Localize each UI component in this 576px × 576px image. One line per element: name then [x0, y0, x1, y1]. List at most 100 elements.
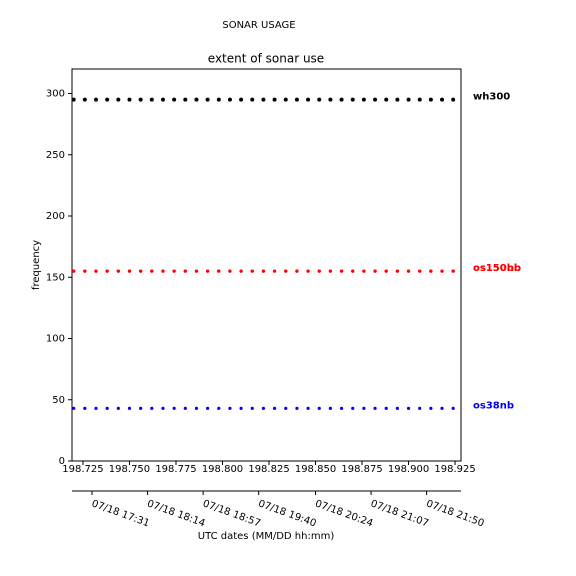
point: [294, 97, 299, 102]
point: [127, 406, 132, 410]
point: [194, 97, 199, 102]
point: [406, 406, 411, 410]
point: [105, 97, 110, 102]
point: [317, 97, 322, 102]
x-tick-label: 198.875: [341, 464, 382, 475]
point: [116, 406, 120, 410]
point: [183, 97, 188, 102]
point: [250, 406, 254, 410]
point: [206, 406, 210, 410]
point: [94, 406, 98, 410]
x-tick-label: 198.825: [248, 464, 289, 475]
point: [149, 97, 154, 102]
point: [417, 97, 422, 102]
point: [217, 406, 221, 410]
point: [295, 269, 299, 273]
point: [428, 97, 433, 102]
point: [72, 406, 76, 410]
point: [194, 406, 199, 410]
x2-tick-label: 07/18 17:31: [90, 498, 151, 529]
point: [351, 269, 355, 273]
x-tick-label: 198.800: [202, 464, 243, 475]
point: [384, 97, 389, 102]
series-label: os150nb: [473, 263, 521, 274]
point: [395, 269, 399, 273]
point: [362, 406, 366, 410]
point: [373, 406, 377, 410]
point: [284, 269, 288, 273]
point: [306, 97, 311, 102]
x-tick-label: 198.925: [434, 464, 475, 475]
point: [71, 97, 76, 102]
point: [328, 97, 333, 102]
point: [183, 269, 187, 273]
y-tick-label: 250: [46, 150, 65, 161]
point: [317, 406, 321, 410]
x2-tick-label: 07/18 21:50: [425, 498, 486, 529]
point: [384, 406, 388, 410]
point: [384, 269, 388, 273]
x2-axis-label: UTC dates (MM/DD hh:mm): [198, 531, 335, 542]
point: [94, 269, 98, 273]
point: [82, 97, 87, 102]
point: [139, 269, 143, 273]
point: [227, 97, 232, 102]
point: [105, 269, 109, 273]
point: [150, 269, 154, 273]
point: [194, 269, 199, 273]
x2-tick-label: 07/18 18:57: [201, 498, 262, 529]
point: [306, 406, 310, 410]
point: [317, 269, 321, 273]
point: [351, 406, 355, 410]
point: [339, 269, 344, 273]
point: [93, 97, 98, 102]
point: [418, 269, 422, 273]
point: [261, 97, 266, 102]
point: [183, 406, 187, 410]
y-tick-label: 0: [59, 456, 65, 467]
y-tick-label: 50: [52, 395, 65, 406]
point: [116, 97, 121, 102]
point: [451, 269, 455, 273]
point: [440, 269, 444, 273]
point: [395, 97, 400, 102]
y-axis-label: frequency: [31, 240, 42, 290]
point: [105, 406, 109, 410]
point: [127, 97, 132, 102]
point: [418, 406, 422, 410]
point: [373, 97, 378, 102]
point: [250, 97, 255, 102]
point: [284, 406, 288, 410]
point: [339, 406, 344, 410]
x2-tick-label: 07/18 20:24: [313, 498, 374, 529]
point: [250, 269, 254, 273]
x-tick-label: 198.850: [295, 464, 336, 475]
point: [228, 269, 232, 273]
series-label: os38nb: [473, 400, 514, 411]
point: [373, 269, 377, 273]
point: [239, 97, 244, 102]
point: [72, 269, 76, 273]
y-tick-label: 200: [46, 211, 65, 222]
point: [205, 97, 210, 102]
point: [160, 97, 165, 102]
point: [328, 269, 333, 273]
point: [172, 97, 177, 102]
point: [429, 269, 433, 273]
point: [261, 269, 266, 273]
point: [172, 269, 176, 273]
point: [161, 406, 165, 410]
point: [116, 269, 120, 273]
point: [228, 406, 232, 410]
point: [283, 97, 288, 102]
point: [272, 406, 277, 410]
x-tick-label: 198.900: [388, 464, 429, 475]
point: [138, 97, 143, 102]
chart-title: extent of sonar use: [208, 52, 324, 66]
point: [139, 406, 143, 410]
x-tick-label: 198.725: [62, 464, 103, 475]
x-tick-label: 198.750: [109, 464, 150, 475]
series-label: wh300: [473, 92, 510, 103]
x2-tick-label: 07/18 21:07: [369, 498, 430, 529]
